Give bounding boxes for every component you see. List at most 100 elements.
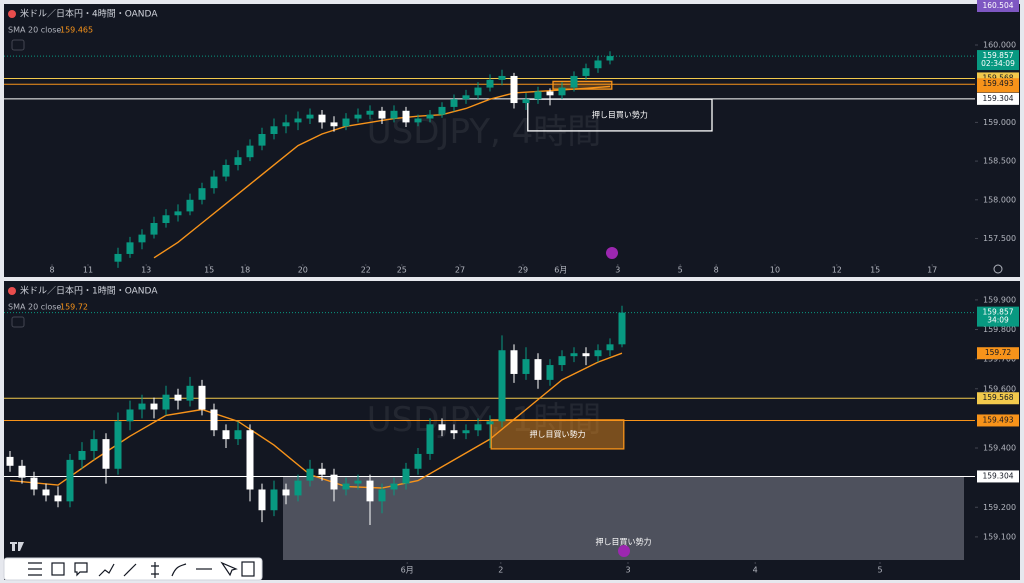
event-icon[interactable] bbox=[606, 247, 618, 259]
price-tag-label: 159.493 bbox=[982, 79, 1013, 88]
x-tick-label: 17 bbox=[927, 266, 937, 275]
y-tick-label: 159.100 bbox=[983, 532, 1016, 541]
candle-body bbox=[222, 164, 230, 177]
zone-label: 押し目買い勢力 bbox=[592, 110, 648, 120]
candle-body bbox=[126, 409, 134, 422]
candle-body bbox=[546, 365, 554, 380]
candle-body bbox=[426, 424, 434, 454]
x-tick-label: 12 bbox=[832, 266, 842, 275]
candle-body bbox=[102, 439, 110, 469]
x-tick-label: 2 bbox=[498, 566, 503, 575]
tool-cursor[interactable] bbox=[220, 561, 238, 577]
candle-body bbox=[558, 87, 566, 96]
candle-body bbox=[90, 439, 98, 451]
x-tick-label: 20 bbox=[298, 266, 308, 275]
candle-body bbox=[390, 110, 398, 119]
candle-body bbox=[306, 114, 314, 119]
settings-icon[interactable] bbox=[993, 264, 1003, 274]
zone-label: 押し目買い勢力 bbox=[530, 429, 586, 439]
candle-body bbox=[186, 385, 194, 401]
candle-body bbox=[462, 430, 470, 434]
candle-body bbox=[150, 403, 158, 410]
candle-body bbox=[474, 424, 482, 431]
candle-body bbox=[582, 68, 590, 76]
panel-top bbox=[4, 4, 1020, 277]
price-tag-label: 159.72 bbox=[985, 348, 1011, 357]
candle-body bbox=[570, 75, 578, 88]
x-tick-label: 8 bbox=[49, 266, 54, 275]
candle-body bbox=[282, 122, 290, 127]
tool-range[interactable] bbox=[151, 562, 159, 578]
candle-body bbox=[294, 480, 302, 496]
candle-body bbox=[150, 222, 158, 235]
zone-label: 押し目買い勢力 bbox=[596, 537, 652, 547]
tool-price[interactable] bbox=[241, 561, 255, 577]
candle-body bbox=[462, 95, 470, 100]
x-tick-label: 3 bbox=[615, 266, 620, 275]
y-tick-label: 159.900 bbox=[983, 295, 1016, 304]
candle-body bbox=[486, 79, 494, 88]
candle-body bbox=[354, 114, 362, 119]
y-tick-label: 160.000 bbox=[983, 41, 1016, 50]
x-tick-label: 25 bbox=[397, 266, 407, 275]
candle-body bbox=[30, 477, 38, 490]
tool-callout[interactable] bbox=[74, 562, 88, 577]
price-tag-label: 160.504 bbox=[982, 1, 1013, 10]
price-tag-label: 159.493 bbox=[982, 415, 1013, 424]
candle-body bbox=[438, 424, 446, 431]
chart-layer: USDJPY, 4時間押し目買い勢力160.000158.500158.0001… bbox=[4, 0, 1019, 575]
candle-body bbox=[594, 350, 602, 357]
tool-path[interactable] bbox=[98, 563, 115, 577]
candle-body bbox=[354, 480, 362, 484]
x-tick-label: 8 bbox=[714, 266, 719, 275]
event-icon[interactable] bbox=[618, 545, 630, 557]
collapse-button[interactable] bbox=[11, 316, 25, 328]
tool-rect[interactable] bbox=[51, 562, 65, 576]
candle-body bbox=[18, 465, 26, 478]
price-tag bbox=[977, 470, 1019, 483]
y-tick-label: 159.800 bbox=[983, 325, 1016, 334]
price-tag bbox=[977, 0, 1019, 13]
price-tag-label: 159.304 bbox=[982, 94, 1013, 103]
symbol-icon bbox=[8, 10, 16, 18]
decor bbox=[3, 10, 1003, 581]
candle-body bbox=[330, 474, 338, 490]
candle-body bbox=[234, 157, 242, 165]
chart: USDJPY, 4時間押し目買い勢力160.000158.500158.0001… bbox=[4, 0, 1019, 275]
candle-body bbox=[558, 356, 566, 366]
price-tag-label: 159.568 bbox=[982, 393, 1013, 402]
tool-trend[interactable] bbox=[123, 563, 137, 577]
tool-curve[interactable] bbox=[171, 563, 187, 577]
candle-body bbox=[258, 134, 266, 146]
symbol-icon bbox=[8, 287, 16, 295]
x-tick-label: 10 bbox=[770, 266, 780, 275]
candle-body bbox=[366, 480, 374, 502]
candle-body bbox=[114, 421, 122, 469]
candle-body bbox=[546, 91, 554, 96]
collapse-button[interactable] bbox=[11, 39, 25, 51]
x-tick-label: 6月 bbox=[554, 266, 567, 275]
indicator-value: 159.72 bbox=[60, 303, 88, 312]
candle-body bbox=[198, 188, 206, 200]
price-tag-label: 159.857 bbox=[982, 308, 1013, 317]
countdown: 02:34:09 bbox=[981, 59, 1015, 68]
candle-body bbox=[306, 468, 314, 481]
indicator-name: SMA 20 close bbox=[8, 26, 61, 35]
tool-lines[interactable] bbox=[28, 562, 42, 576]
candle-body bbox=[510, 75, 518, 104]
y-tick-label: 158.500 bbox=[983, 157, 1016, 166]
x-tick-label: 3 bbox=[625, 566, 630, 575]
x-tick-label: 15 bbox=[204, 266, 214, 275]
candle-body bbox=[378, 110, 386, 119]
x-tick-label: 5 bbox=[678, 266, 683, 275]
candle-body bbox=[294, 118, 302, 123]
candle-body bbox=[594, 60, 602, 69]
candle-body bbox=[258, 489, 266, 511]
candle-body bbox=[450, 430, 458, 434]
indicator-name: SMA 20 close bbox=[8, 303, 61, 312]
candle-body bbox=[234, 430, 242, 440]
x-tick-label: 11 bbox=[83, 266, 93, 275]
price-tag bbox=[977, 78, 1019, 91]
candle-body bbox=[486, 421, 494, 425]
candle-body bbox=[138, 403, 146, 410]
